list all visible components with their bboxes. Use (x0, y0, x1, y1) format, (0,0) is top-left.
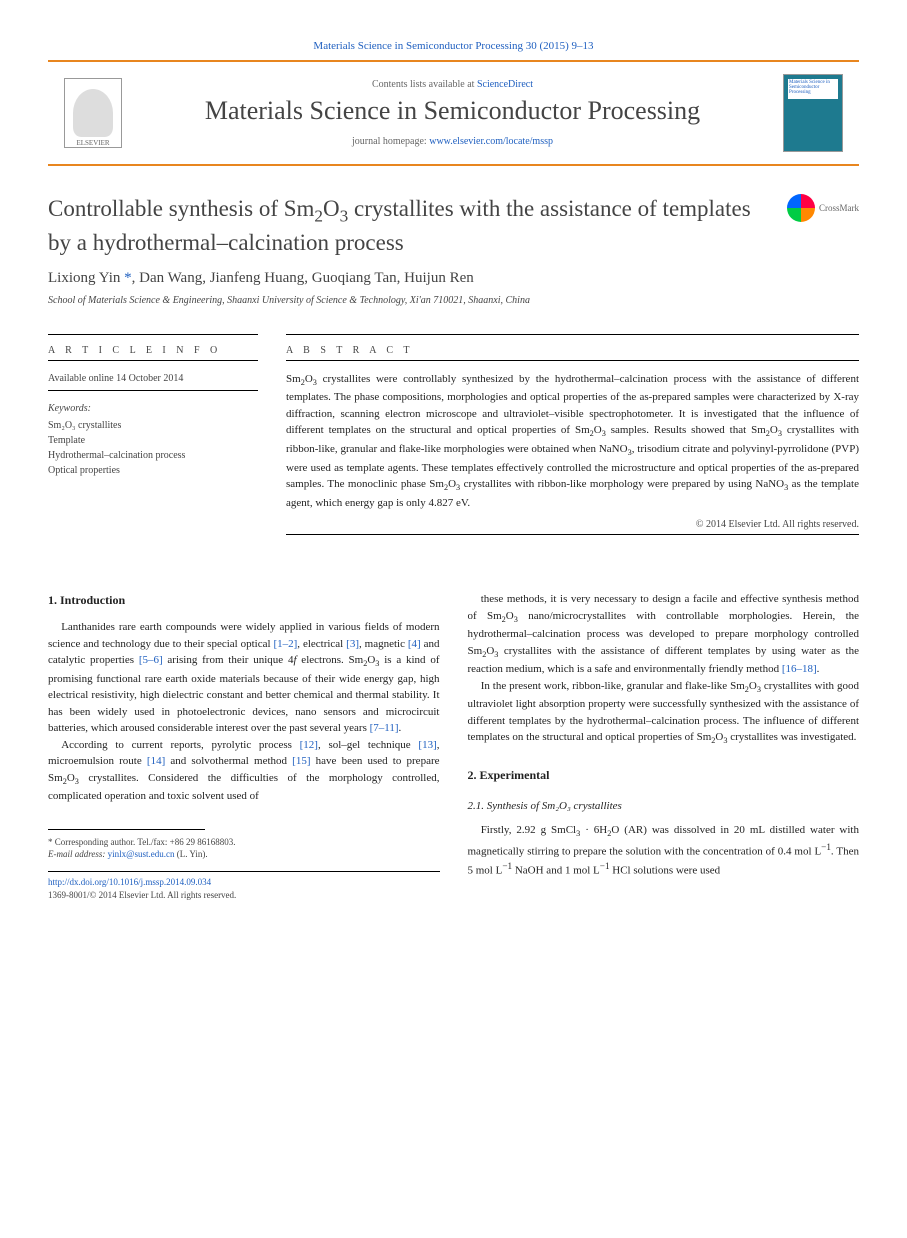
keyword: Optical properties (48, 465, 120, 476)
homepage-link[interactable]: www.elsevier.com/locate/mssp (429, 136, 553, 147)
paragraph: According to current reports, pyrolytic … (48, 737, 440, 805)
keywords-label: Keywords: (48, 401, 258, 416)
doi-link[interactable]: http://dx.doi.org/10.1016/j.mssp.2014.09… (48, 877, 211, 887)
article-info-heading: A R T I C L E I N F O (48, 345, 258, 356)
abstract-copyright: © 2014 Elsevier Ltd. All rights reserved… (286, 519, 859, 530)
email-link[interactable]: yinlx@sust.edu.cn (108, 849, 175, 859)
article-title: Controllable synthesis of Sm2O3 crystall… (48, 194, 767, 258)
crossmark-badge[interactable]: CrossMark (787, 194, 859, 222)
citation-header: Materials Science in Semiconductor Proce… (48, 40, 859, 52)
corresponding-line: * Corresponding author. Tel./fax: +86 29… (48, 836, 440, 849)
affiliation: School of Materials Science & Engineerin… (48, 295, 859, 306)
homepage-line: journal homepage: www.elsevier.com/locat… (136, 136, 769, 147)
divider (48, 390, 258, 391)
author-list: Lixiong Yin *, Dan Wang, Jianfeng Huang,… (48, 270, 859, 287)
main-content: 1. Introduction Lanthanides rare earth c… (48, 573, 859, 903)
sciencedirect-link[interactable]: ScienceDirect (477, 79, 533, 90)
keywords-block: Keywords: Sm₂O₃ crystallites Template Hy… (48, 401, 258, 478)
abstract-text: Sm2O3 crystallites were controllably syn… (286, 371, 859, 511)
keyword: Hydrothermal–calcination process (48, 450, 185, 461)
journal-center: Contents lists available at ScienceDirec… (136, 79, 769, 147)
divider (48, 871, 440, 872)
elsevier-tree-icon (73, 89, 113, 137)
keyword: Template (48, 435, 85, 446)
footnote-divider (48, 829, 205, 830)
contents-line: Contents lists available at ScienceDirec… (136, 79, 769, 90)
paragraph: Lanthanides rare earth compounds were wi… (48, 619, 440, 737)
email-label: E-mail address: (48, 849, 108, 859)
corresponding-author-footnote: * Corresponding author. Tel./fax: +86 29… (48, 836, 440, 861)
journal-cover-title: Materials Science in Semiconductor Proce… (788, 79, 838, 99)
abstract-panel: A B S T R A C T Sm2O3 crystallites were … (286, 330, 859, 545)
keyword: Sm₂O₃ crystallites (48, 420, 121, 431)
journal-name: Materials Science in Semiconductor Proce… (136, 96, 769, 126)
divider (48, 334, 258, 335)
paragraph: Firstly, 2.92 g SmCl3 · 6H2O (AR) was di… (468, 822, 860, 879)
journal-box: ELSEVIER Contents lists available at Sci… (48, 60, 859, 166)
section-heading-experimental: 2. Experimental (468, 766, 860, 784)
divider (286, 534, 859, 535)
subsection-heading-synthesis: 2.1. Synthesis of Sm₂O₃ crystallites (468, 798, 860, 815)
email-suffix: (L. Yin). (174, 849, 207, 859)
crossmark-label: CrossMark (819, 203, 859, 213)
divider (286, 360, 859, 361)
elsevier-logo: ELSEVIER (64, 78, 122, 148)
crossmark-icon (787, 194, 815, 222)
homepage-prefix: journal homepage: (352, 136, 429, 147)
paragraph: these methods, it is very necessary to d… (468, 591, 860, 678)
contents-prefix: Contents lists available at (372, 79, 477, 90)
section-heading-introduction: 1. Introduction (48, 591, 440, 609)
divider (286, 334, 859, 335)
paragraph: In the present work, ribbon-like, granul… (468, 678, 860, 748)
right-column: these methods, it is very necessary to d… (468, 573, 860, 903)
elsevier-label: ELSEVIER (76, 139, 109, 147)
available-online: Available online 14 October 2014 (48, 371, 258, 386)
divider (48, 360, 258, 361)
abstract-heading: A B S T R A C T (286, 345, 859, 356)
left-column: 1. Introduction Lanthanides rare earth c… (48, 573, 440, 903)
issn-copyright: 1369-8001/© 2014 Elsevier Ltd. All right… (48, 889, 440, 903)
article-info-panel: A R T I C L E I N F O Available online 1… (48, 330, 258, 545)
journal-cover-thumbnail: Materials Science in Semiconductor Proce… (783, 74, 843, 152)
